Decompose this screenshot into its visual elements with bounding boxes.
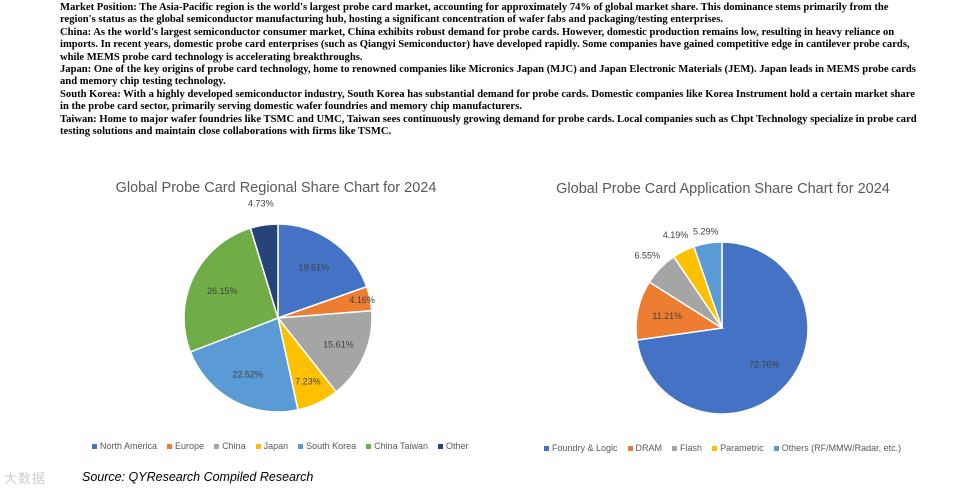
legend-label: Parametric bbox=[720, 443, 764, 453]
legend-label: South Korea bbox=[306, 441, 357, 451]
legend-label: Foundry & Logic bbox=[552, 443, 618, 453]
legend-swatch bbox=[627, 445, 633, 451]
data-label: 6.55% bbox=[635, 251, 661, 261]
source-note: Source: QYResearch Compiled Research bbox=[82, 470, 314, 484]
legend-item: China Taiwan bbox=[366, 441, 428, 451]
legend-swatch bbox=[773, 445, 779, 451]
data-label: 11.21% bbox=[652, 311, 682, 321]
data-label: 7.23% bbox=[295, 376, 321, 386]
legend-swatch bbox=[672, 445, 678, 451]
data-label: 22.52% bbox=[232, 369, 263, 379]
legend-item: Other bbox=[438, 441, 469, 451]
legend-item: Europe bbox=[167, 441, 204, 451]
legend-label: North America bbox=[100, 441, 158, 451]
legend-label: Other bbox=[446, 441, 469, 451]
legend-swatch bbox=[214, 443, 220, 449]
legend-label: China Taiwan bbox=[374, 441, 429, 451]
legend-swatch bbox=[255, 443, 261, 449]
pie-chart-regional: 19.61% 4.16% 15.61% 7.23% 22.52% 26.15% 4.73% bbox=[183, 200, 375, 413]
pie-slice-china bbox=[276, 309, 373, 393]
data-label: 4.16% bbox=[349, 295, 375, 305]
legend-item: Japan bbox=[255, 441, 289, 451]
data-label: 4.73% bbox=[248, 200, 274, 208]
legend-application: Foundry & Logic DRAM Flash Parametric Others… bbox=[544, 443, 901, 453]
legend-swatch bbox=[366, 443, 372, 449]
pie-slice-others-rf-mmw-radar-etc bbox=[692, 241, 723, 329]
legend-item: South Korea bbox=[298, 441, 356, 451]
data-label: 26.15% bbox=[207, 286, 238, 296]
legend-swatch bbox=[712, 445, 718, 451]
legend-label: DRAM bbox=[635, 443, 663, 453]
legend-item: DRAM bbox=[627, 443, 663, 453]
legend-label: Japan bbox=[263, 441, 289, 451]
data-label: 4.19% bbox=[663, 230, 689, 240]
legend-item: Foundry & Logic bbox=[544, 443, 618, 453]
legend-swatch bbox=[438, 443, 444, 449]
legend-swatch bbox=[298, 443, 304, 449]
watermark-logo: 大数据 bbox=[4, 472, 47, 487]
legend-swatch bbox=[167, 443, 173, 449]
legend-label: China bbox=[222, 441, 246, 451]
legend-item: Others (RF/MMW/Radar, etc.) bbox=[773, 443, 902, 453]
legend-swatch bbox=[544, 445, 549, 451]
pie-chart-application: 72.76% 11.21% 6.55% 4.19% 5.29% bbox=[635, 226, 809, 415]
legend-label: Others (RF/MMW/Radar, etc.) bbox=[781, 443, 902, 453]
legend-regional: North America Europe China Japan South Korea… bbox=[92, 441, 469, 451]
paragraph-japan: Japan: One of the key origins of probe c… bbox=[60, 64, 916, 88]
chart-title-regional: Global Probe Card Regional Share Chart f… bbox=[115, 180, 437, 196]
pie-slice-other bbox=[249, 223, 279, 319]
legend-label: Flash bbox=[680, 443, 703, 453]
legend-item: North America bbox=[92, 441, 157, 451]
description-text: Market Position: The Asia-Pacific region… bbox=[60, 2, 920, 138]
chart-title-application: Global Probe Card Application Share Char… bbox=[556, 181, 890, 197]
legend-label: Europe bbox=[175, 441, 205, 451]
legend-item: China bbox=[214, 441, 246, 451]
data-label: 15.61% bbox=[323, 339, 354, 349]
data-label: 5.29% bbox=[693, 226, 719, 236]
pie-slice-china-taiwan bbox=[183, 227, 279, 353]
data-label: 72.76% bbox=[749, 360, 780, 370]
paragraph-south-korea: South Korea: With a highly developed sem… bbox=[60, 88, 915, 113]
legend-item: Parametric bbox=[712, 443, 764, 453]
pie-slice-south-korea bbox=[189, 316, 299, 413]
legend-item: Flash bbox=[672, 443, 702, 453]
paragraph-taiwan: Taiwan: Home to major wafer foundries li… bbox=[60, 113, 917, 138]
data-label: 19.61% bbox=[299, 262, 330, 272]
legend-swatch bbox=[92, 443, 97, 449]
paragraph-china: China: As the world's largest semiconduc… bbox=[60, 26, 910, 63]
paragraph-market-position: Market Position: The Asia-Pacific region… bbox=[60, 2, 889, 26]
